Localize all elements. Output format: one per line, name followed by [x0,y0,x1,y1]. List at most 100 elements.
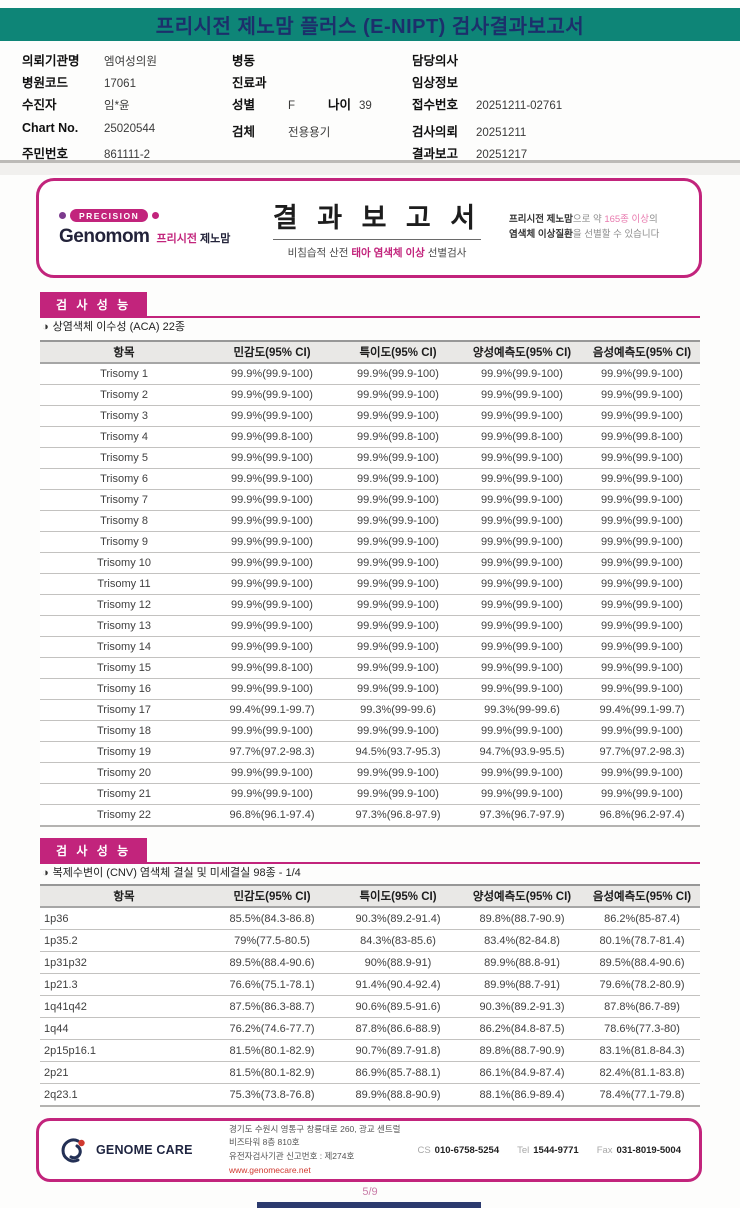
table-cell: 99.9%(99.9-100) [460,510,584,532]
table-cell: 87.5%(86.3-88.7) [208,995,336,1018]
info-value: 임*윤 [104,100,130,112]
table-cell: 99.9%(99.9-100) [208,636,336,658]
table-row: Trisomy 3 99.9%(99.9-100) 99.9%(99.9-100) 9… [40,405,700,427]
table-row: Trisomy 14 99.9%(99.9-100) 99.9%(99.9-100)… [40,636,700,658]
half-circle-bullet-icon: ◑ [42,321,49,333]
table-cell: 99.9%(99.9-100) [460,405,584,427]
table-cell: 99.9%(99.9-100) [584,531,700,553]
section-header-1: 검 사 성 능 [40,292,700,318]
table-cell: 99.9%(99.9-100) [336,573,460,595]
table-row: Trisomy 18 99.9%(99.9-100) 99.9%(99.9-100)… [40,720,700,742]
table-cell: 94.5%(93.7-95.3) [336,741,460,763]
table-cell: 80.1%(78.7-81.4) [584,929,700,952]
info-row: 접수번호 20251211-02761 [412,94,562,116]
table-row: Trisomy 8 99.9%(99.9-100) 99.9%(99.9-100) 9… [40,510,700,532]
section-subtitle-1: ◑ 상염색체 이수성 (ACA) 22종 [42,321,185,333]
table-cell: 99.9%(99.9-100) [208,594,336,616]
info-row: 성별 F 나이 39 [232,94,385,116]
table-cell: 89.9%(88.8-90.9) [336,1083,460,1107]
info-row: 검체 전용용기 [232,121,385,143]
section-subtitle-2: ◑ 복제수변이 (CNV) 염색체 결실 및 미세결실 98종 - 1/4 [42,867,301,879]
table-cell: 99.9%(99.9-100) [460,531,584,553]
info-value: 25020544 [104,123,156,135]
patient-info-section: 의뢰기관명 엠여성의원 병원코드 17061 수진자 임*윤 Chart No. 250205… [0,44,740,161]
column-header: 특이도(95% CI) [336,340,460,364]
table-cell: 99.9%(99.9-100) [584,783,700,805]
table-cell: 1p35.2 [40,929,208,952]
table-cell: 99.9%(99.9-100) [336,636,460,658]
table-cell: 99.9%(99.8-100) [208,426,336,448]
table-cell: 84.3%(83-85.6) [336,929,460,952]
table-cell: 85.5%(84.3-86.8) [208,907,336,930]
table-row: Trisomy 16 99.9%(99.9-100) 99.9%(99.9-100)… [40,678,700,700]
page-number: 5/9 [362,1186,378,1198]
table-cell: 99.9%(99.9-100) [460,468,584,490]
table-cell: 91.4%(90.4-92.4) [336,973,460,996]
table-cell: 99.9%(99.9-100) [584,510,700,532]
table-cell: 99.9%(99.9-100) [208,489,336,511]
patient-info-column-right: 담당의사 임상정보 접수번호 20251211-02761 검사의뢰 20251211 결과… [412,50,562,165]
table-cell: 99.9%(99.9-100) [336,489,460,511]
table-cell: 99.9%(99.9-100) [336,531,460,553]
brand-name: Genomom [59,225,150,247]
table-row: Trisomy 6 99.9%(99.9-100) 99.9%(99.9-100) 9… [40,468,700,490]
brand-line: Genomom 프리시전 제노맘 [59,226,245,248]
banner-title: 결 과 보 고 서 [272,203,482,233]
table-cell: Trisomy 3 [40,405,208,427]
table-cell: Trisomy 4 [40,426,208,448]
genomom-logo-block: PRECISION Genomom 프리시전 제노맘 [59,208,245,248]
table-cell: 99.9%(99.9-100) [584,720,700,742]
table-cell: 99.9%(99.9-100) [336,783,460,805]
table-header-row: 항목 민감도(95% CI) 특이도(95% CI) 양성예측도(95% CI) 음성예… [40,884,700,908]
patient-info-column-middle: 병동 진료과 성별 F 나이 39 검체 전용용기 [232,50,385,143]
table-row: 1p35.2 79%(77.5-80.5) 84.3%(83-85.6) 83.4%(… [40,929,700,952]
info-label: 임상정보 [412,76,459,90]
section-header-label: 검 사 성 능 [40,292,148,316]
table-cell: 99.9%(99.9-100) [584,573,700,595]
table-cell: 99.9%(99.9-100) [336,594,460,616]
website-link[interactable]: www.genomecare.net [229,1164,311,1175]
table-cell: 87.8%(86.7-89) [584,995,700,1018]
table-cell: 90.3%(89.2-91.4) [336,907,460,930]
table-cell: Trisomy 9 [40,531,208,553]
table-cell: Trisomy 16 [40,678,208,700]
table-cell: 97.7%(97.2-98.3) [208,741,336,763]
section-header-2: 검 사 성 능 [40,838,700,864]
table-cell: 94.7%(93.9-95.5) [460,741,584,763]
table-row: 1p36 85.5%(84.3-86.8) 90.3%(89.2-91.4) 89.8… [40,907,700,930]
table-row: Trisomy 7 99.9%(99.9-100) 99.9%(99.9-100) 9… [40,489,700,511]
table-cell: 78.6%(77.3-80) [584,1017,700,1040]
table-row: Trisomy 22 96.8%(96.1-97.4) 97.3%(96.8-97.… [40,804,700,827]
table-cell: Trisomy 18 [40,720,208,742]
table-cell: 99.9%(99.8-100) [584,426,700,448]
table-cell: 2p15p16.1 [40,1039,208,1062]
table-cell: 99.9%(99.9-100) [584,405,700,427]
table-cell: 97.3%(96.8-97.9) [336,804,460,827]
table-cell: 99.9%(99.9-100) [336,405,460,427]
table-cell: 76.6%(75.1-78.1) [208,973,336,996]
cs-contact: CS 010-6758-5254 [417,1144,500,1156]
table-cell: 99.9%(99.8-100) [460,426,584,448]
table-cell: 99.9%(99.9-100) [584,489,700,511]
info-label: 진료과 [232,76,267,90]
table-row: 1q44 76.2%(74.6-77.7) 87.8%(86.6-88.9) 86.2… [40,1017,700,1040]
result-report-banner: PRECISION Genomom 프리시전 제노맘 결 과 보 고 서 비침습… [36,178,702,278]
address-line-2: 유전자검사기관 신고번호 : 제274호 [229,1151,355,1161]
table-cell: 99.9%(99.9-100) [336,447,460,469]
table-cell: 99.9%(99.9-100) [208,447,336,469]
cnv-performance-table: 항목 민감도(95% CI) 특이도(95% CI) 양성예측도(95% CI) 음성예… [40,884,700,1107]
table-row: Trisomy 17 99.4%(99.1-99.7) 99.3%(99-99.6)… [40,699,700,721]
info-value: 17061 [104,78,136,90]
info-value: 20251211 [476,127,527,139]
table-cell: 99.9%(99.9-100) [460,657,584,679]
table-cell: 97.7%(97.2-98.3) [584,741,700,763]
banner-center: 결 과 보 고 서 비침습적 산전 태아 염색체 이상 선별검사 [245,196,509,260]
table-cell: 99.9%(99.9-100) [584,615,700,637]
table-cell: 99.9%(99.9-100) [584,678,700,700]
table-cell: 90%(88.9-91) [336,951,460,974]
table-cell: 1p21.3 [40,973,208,996]
table-cell: 99.9%(99.9-100) [460,720,584,742]
badge-dot-right-icon [152,211,160,219]
table-cell: 99.9%(99.9-100) [460,636,584,658]
banner-underline [273,239,481,240]
